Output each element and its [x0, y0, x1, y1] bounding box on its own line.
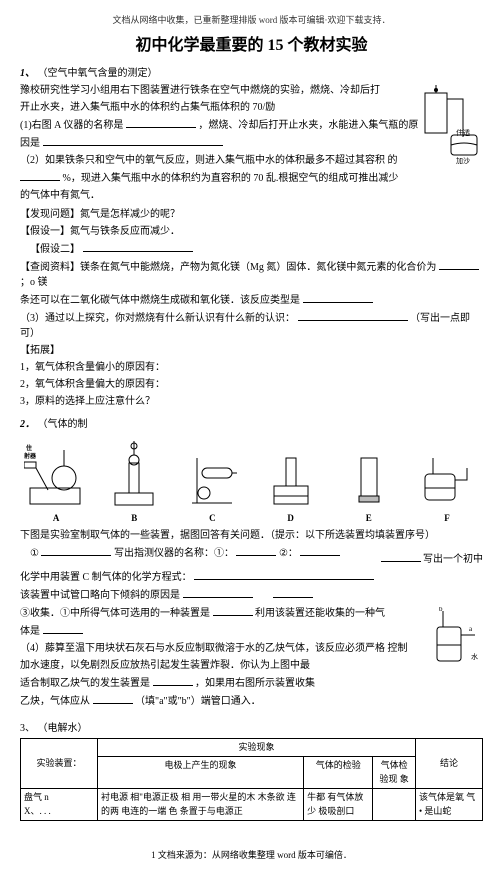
text-row: 因是	[20, 138, 43, 149]
td	[373, 789, 416, 821]
text-row: 豫校研究性学习小组用右下图装置进行铁条在空气中燃烧的实验，燃烧、冷却后打	[20, 83, 483, 98]
text-row: 利用该装置还能收集的一种气	[255, 608, 385, 619]
sec2-num: 2．	[20, 419, 35, 430]
text-row: 【假设二】	[30, 244, 80, 255]
fill-blank[interactable]	[43, 623, 83, 634]
fill-blank[interactable]	[126, 117, 196, 128]
sec1-heading: （空气中氧气含量的测定）	[38, 68, 158, 79]
td: 该气体是氧 气 • 是山蛇	[416, 789, 483, 821]
fill-blank[interactable]	[43, 135, 223, 146]
fill-blank[interactable]	[41, 545, 111, 556]
apparatus-collect-bottle-icon: b a 水	[431, 607, 483, 667]
svg-text:b: b	[439, 607, 443, 613]
text-row: 写出指测仪器的名称：①：	[114, 548, 234, 559]
apparatus-e-icon	[349, 438, 389, 508]
td: 盘气 n X、. . .	[21, 789, 98, 821]
text-row: （4）藤算至温下用块状石灰石与水反应制取微溶于水的乙炔气体，该反应必须严格 控制	[20, 641, 483, 656]
svg-text:加沙: 加沙	[456, 156, 470, 165]
text-row: 写出一个初中	[423, 554, 483, 565]
text-row: 化学中用装置 C 制气体的化学方程式：	[20, 572, 192, 583]
sec2-heading: （气体的制	[38, 419, 88, 430]
text-row: 体是	[20, 626, 40, 637]
text-row: （填"a"或"b"）端管口通入．	[135, 696, 261, 707]
fill-blank[interactable]	[236, 545, 276, 556]
text-row: 【拓展】	[20, 345, 60, 356]
td: 牛都 有气体放少 极吸剖口	[304, 789, 373, 821]
apparatus-c-icon	[182, 438, 242, 508]
text-row: 开止水夹，进入集气瓶中水的体积约占集气瓶体积的 70/励	[20, 100, 483, 115]
text-row: 的气体中有氮气．	[20, 188, 483, 203]
text-row: （3）通过以上探究，你对燃烧有什么新认识有什么新的认识：	[20, 313, 295, 324]
fill-blank[interactable]	[153, 675, 193, 686]
fill-blank[interactable]	[194, 569, 374, 580]
fill-blank[interactable]	[93, 693, 133, 704]
text-row: 2，氧气体积含量偏大的原因有：	[20, 377, 483, 392]
text-row: 【查阅资料】镁条在氮气中能燃烧，产物为氮化镁（Mg 氮）固体．氮化镁中氮元素的化…	[20, 262, 439, 273]
text-row: 3，原料的选择上应注意什么？	[20, 394, 483, 409]
svg-text:a: a	[469, 625, 473, 633]
text-row: 【发现问题】氮气是怎样减少的呢？	[20, 207, 483, 222]
label-d: D	[255, 512, 327, 526]
fill-blank[interactable]	[273, 587, 313, 598]
th: 实验装置：	[21, 738, 98, 789]
svg-text:住: 住	[26, 444, 32, 452]
text-row: 条还可以在二氧化碳气体中燃烧生成碳和氧化镁．该反应类型是	[20, 295, 303, 306]
fill-blank[interactable]	[83, 241, 193, 252]
sec3-num: 3、	[20, 723, 35, 734]
th: 结论	[416, 738, 483, 789]
th: 电极上产生的现象	[98, 757, 304, 789]
text-row: （2）如果铁条只和空气中的氧气反应，则进入集气瓶中水的体积最多不超过其容积 的	[20, 153, 483, 168]
top-meta: 文档从网络中收集，已重新整理排版 word 版本可编辑·欢迎下载支持．	[20, 14, 483, 28]
text-row: 下图是实验室制取气体的一些装置，据图回答有关问题．（提示：以下所选装置均填装置序…	[20, 528, 483, 543]
fill-blank[interactable]	[298, 310, 408, 321]
svg-text:住透: 住透	[456, 128, 470, 137]
fill-blank[interactable]	[303, 292, 373, 303]
fill-blank[interactable]	[439, 259, 479, 270]
apparatus-measure-oxygen-icon: 住透 加沙	[423, 85, 483, 165]
text-row: 该装置中试管口略向下倾斜的原因是	[20, 590, 183, 601]
apparatus-b-icon	[109, 438, 159, 508]
fill-blank[interactable]	[300, 545, 340, 556]
apparatus-d-icon	[266, 438, 316, 508]
fill-blank[interactable]	[20, 170, 60, 181]
text-row: ，如果用右图所示装置收集	[195, 678, 315, 689]
label-e: E	[333, 512, 405, 526]
text-row: ①	[30, 548, 39, 559]
sec1-num: 1、	[20, 68, 35, 79]
apparatus-row: 住 射器 A B C	[20, 438, 483, 526]
text-row: ；o 镁	[20, 277, 48, 288]
svg-text:水: 水	[471, 652, 478, 661]
fill-blank[interactable]	[381, 551, 421, 562]
th: 实验现象	[98, 738, 416, 757]
label-a: A	[20, 512, 92, 526]
th: 气体检验现 象	[373, 757, 416, 789]
text-row: %，现进入集气瓶中水的体积约为直容积的 70 乱.根据空气的组成可推出减少	[63, 173, 399, 184]
td: 衬电源 相"电源正极 相 用一带火星的木 木条欲 连的两 电连的一端 色 条置于…	[98, 789, 304, 821]
text-row: ，燃烧、冷却后打开止水夹，水能进入集气瓶的原	[198, 120, 418, 131]
th: 气体的检验	[304, 757, 373, 789]
text-row: 加水速度，以免剧烈反应放热引起发生装置炸裂．你认为上图中最	[20, 658, 483, 673]
svg-text:射器: 射器	[24, 452, 37, 460]
text-row: 适合制取乙炔气的发生装置是	[20, 678, 153, 689]
label-c: C	[176, 512, 248, 526]
label-f: F	[411, 512, 483, 526]
text-row: ②：	[279, 548, 298, 559]
electrolysis-table: 实验装置： 实验现象 结论 电极上产生的现象 气体的检验 气体检验现 象 盘气 …	[20, 738, 483, 822]
text-row: 【假设一】氮气与铁条反应而减少．	[20, 224, 483, 239]
fill-blank[interactable]	[213, 605, 253, 616]
sec3-heading: （电解水）	[38, 723, 88, 734]
page-title: 初中化学最重要的 15 个教材实验	[20, 34, 483, 58]
text-row: ③收集．①中所得气体可选用的一种装置是	[20, 608, 213, 619]
fill-blank[interactable]	[183, 587, 253, 598]
apparatus-a-icon: 住 射器	[24, 438, 89, 508]
text-row: (1)右图 A 仪器的名称是	[20, 120, 126, 131]
text-row: 1，氧气体积含量偏小的原因有：	[20, 360, 483, 375]
text-row: 乙炔，气体应从	[20, 696, 90, 707]
apparatus-f-icon	[419, 438, 474, 508]
page-footer: 1 文档来源为：从网络收集整理 word 版本可编倍．	[20, 849, 483, 863]
label-b: B	[98, 512, 170, 526]
